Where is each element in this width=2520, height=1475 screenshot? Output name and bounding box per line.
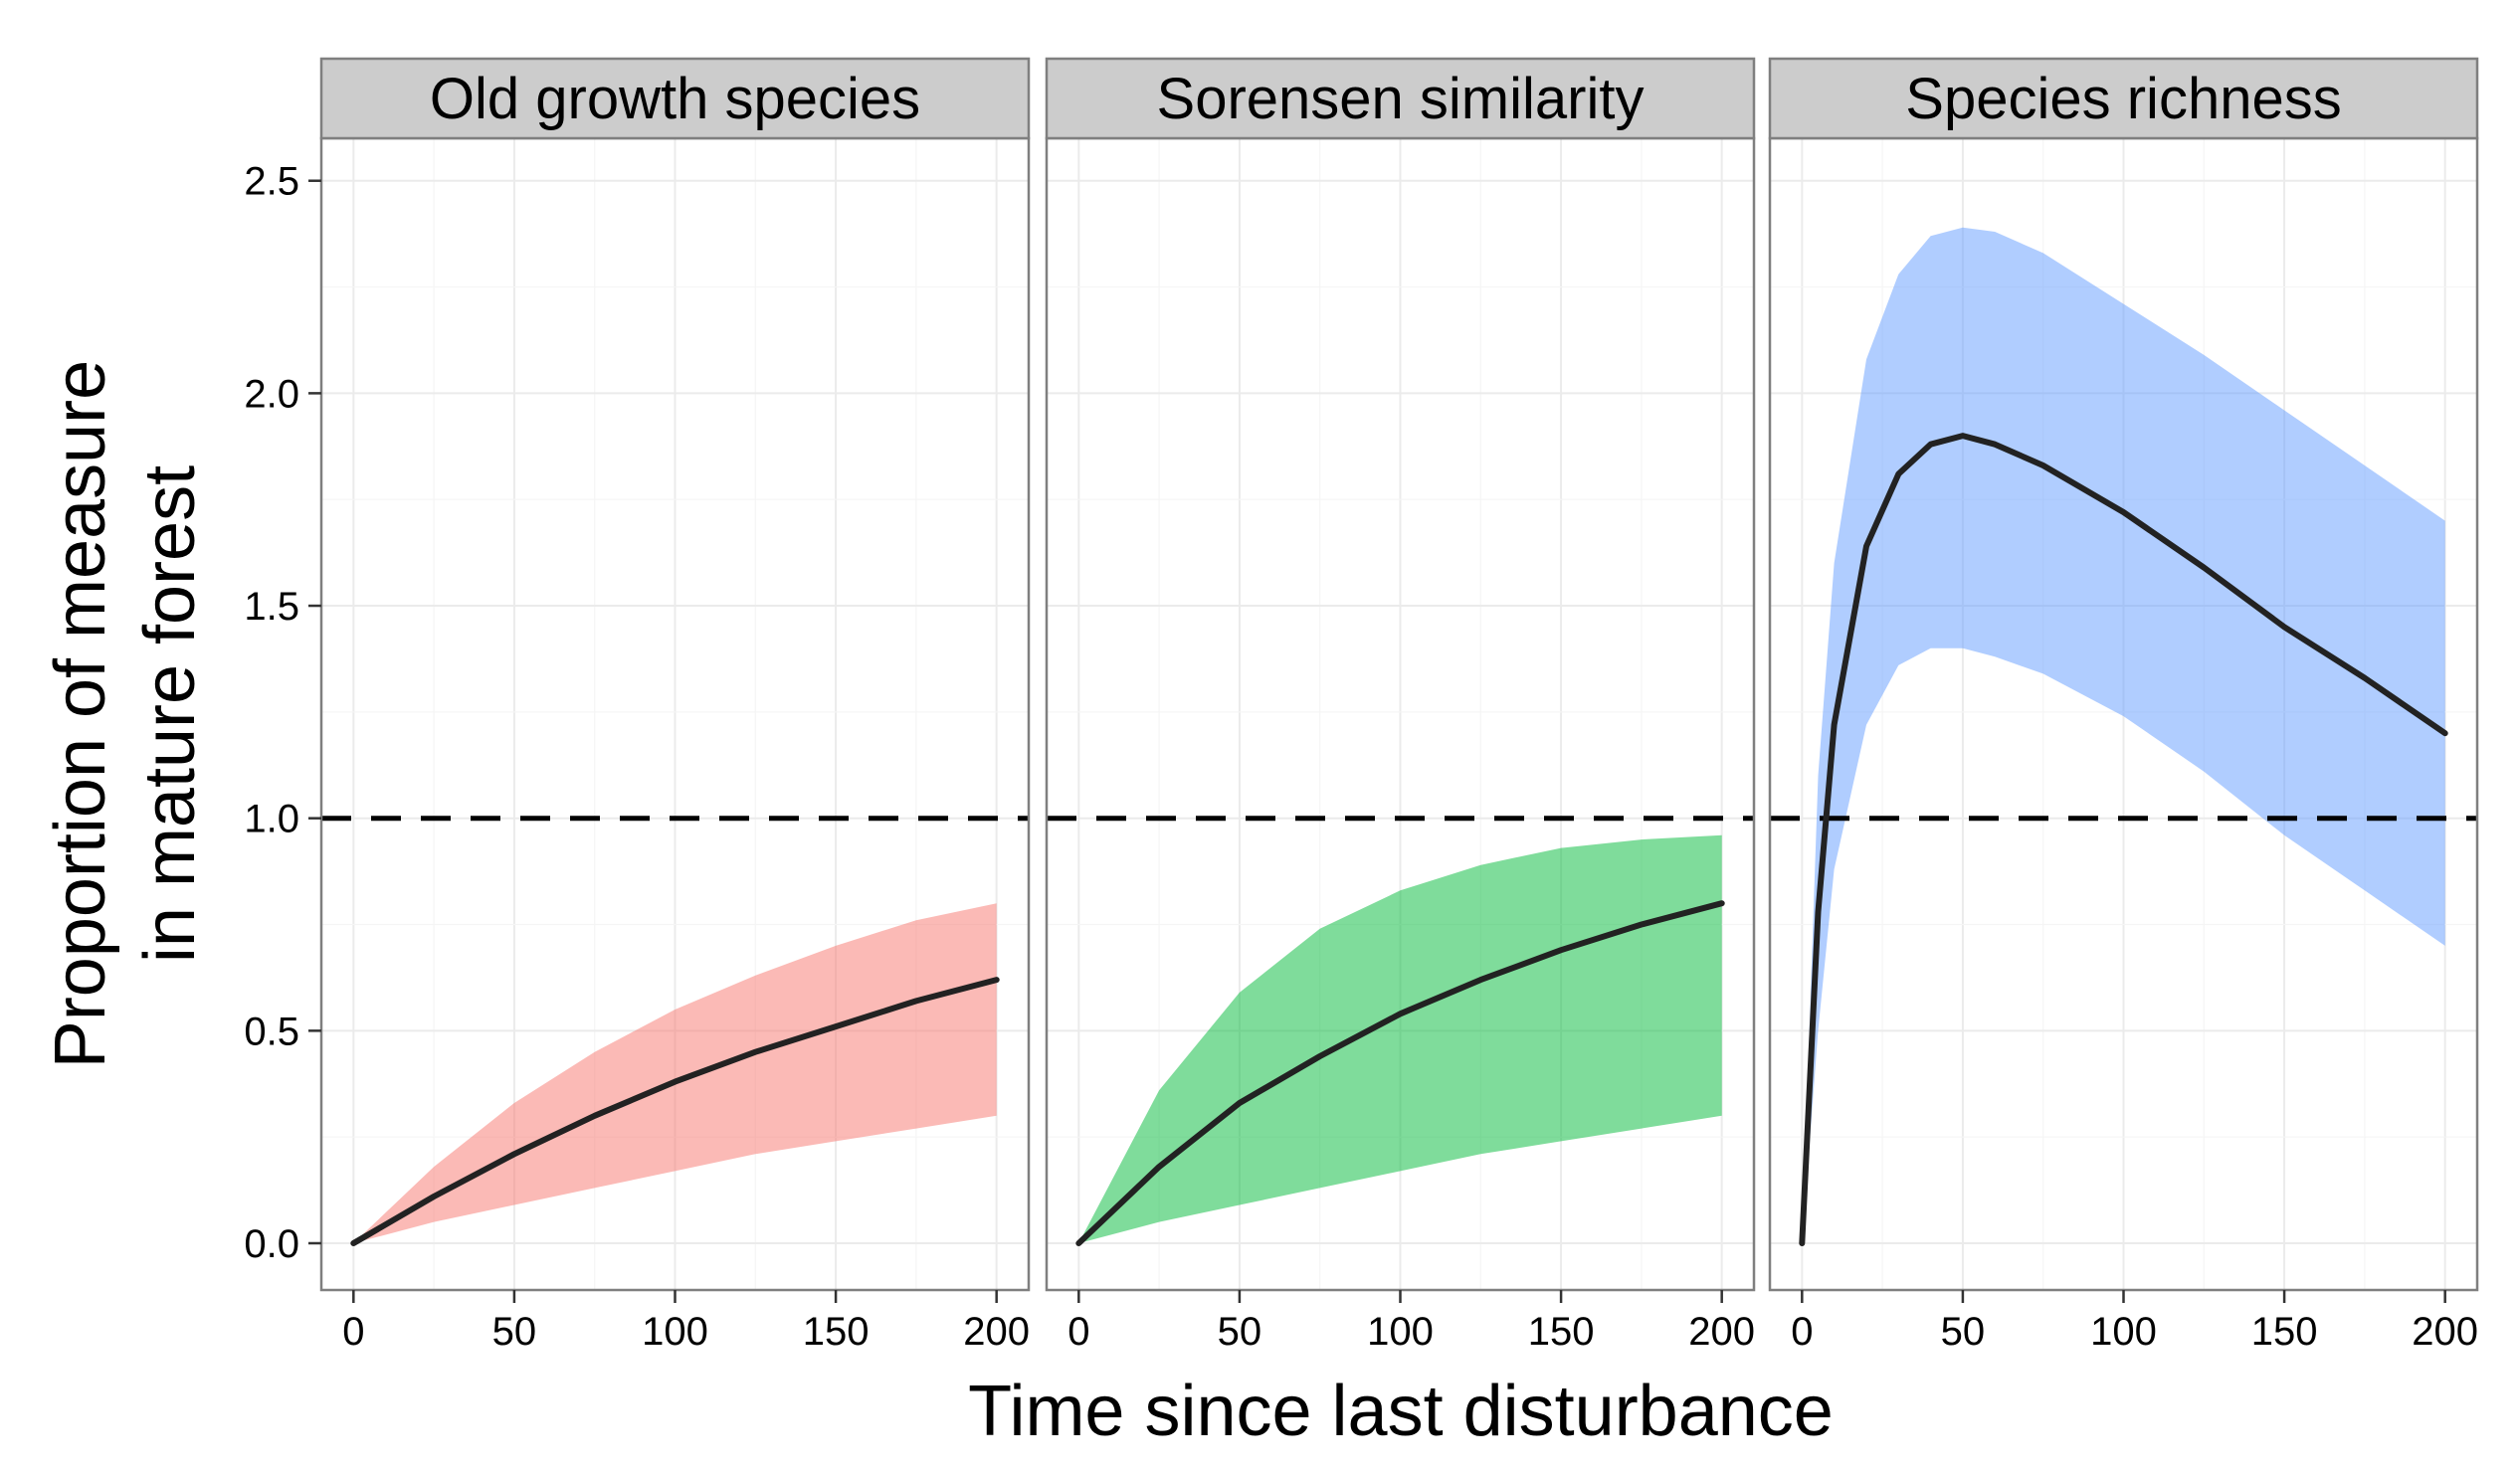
panel-1: Old growth species 0 50 100 150 200 bbox=[319, 57, 1031, 1354]
x-tick-label: 100 bbox=[642, 1310, 708, 1354]
y-axis: 0.0 0.5 1.0 1.5 2.0 2.5 bbox=[244, 160, 321, 1266]
x-tick-label: 150 bbox=[803, 1310, 870, 1354]
y-tick-label: 1.5 bbox=[244, 585, 299, 629]
y-tick-label: 2.0 bbox=[244, 372, 299, 416]
confidence-band bbox=[1078, 834, 1722, 1243]
y-tick-label: 0.0 bbox=[244, 1222, 299, 1266]
mean-line bbox=[1075, 900, 1725, 1246]
facet-title: Sorensen similarity bbox=[1157, 67, 1645, 131]
facet-title: Species richness bbox=[1905, 67, 2341, 131]
x-tick-label: 100 bbox=[2090, 1310, 2157, 1354]
y-tick-label: 2.5 bbox=[244, 160, 299, 204]
y-axis-title-line: Proportion of measure bbox=[41, 360, 120, 1068]
panel-3: Species richness 0 50 100 150 200 bbox=[1768, 57, 2479, 1354]
x-tick-label: 0 bbox=[342, 1310, 364, 1354]
y-axis-title-line: in mature forest bbox=[130, 465, 210, 963]
confidence-band bbox=[1802, 227, 2445, 1243]
x-tick-label: 0 bbox=[1067, 1310, 1089, 1354]
panel-2: Sorensen similarity 0 50 100 150 200 bbox=[1045, 57, 1756, 1354]
x-tick-label: 50 bbox=[492, 1310, 537, 1354]
x-tick-label: 0 bbox=[1791, 1310, 1813, 1354]
facet-title: Old growth species bbox=[430, 67, 920, 131]
y-tick-label: 0.5 bbox=[244, 1010, 299, 1053]
mean-line bbox=[1799, 433, 2448, 1246]
confidence-band bbox=[353, 903, 997, 1243]
x-tick-label: 200 bbox=[963, 1310, 1030, 1354]
x-tick-label: 200 bbox=[1688, 1310, 1755, 1354]
y-axis-title: Proportion of measure in mature forest bbox=[41, 360, 210, 1068]
facet-strip bbox=[319, 57, 1031, 140]
facet-strip bbox=[1768, 57, 2479, 140]
x-tick-label: 100 bbox=[1367, 1310, 1434, 1354]
x-tick-label: 50 bbox=[1218, 1310, 1262, 1354]
x-tick-label: 50 bbox=[1941, 1310, 1986, 1354]
mean-line bbox=[350, 977, 1000, 1246]
y-tick-label: 1.0 bbox=[244, 798, 299, 841]
facet-strip bbox=[1045, 57, 1756, 140]
x-axis-title: Time since last disturbance bbox=[968, 1372, 1834, 1451]
x-tick-label: 150 bbox=[1528, 1310, 1595, 1354]
x-tick-label: 200 bbox=[2412, 1310, 2478, 1354]
x-tick-label: 150 bbox=[2251, 1310, 2318, 1354]
